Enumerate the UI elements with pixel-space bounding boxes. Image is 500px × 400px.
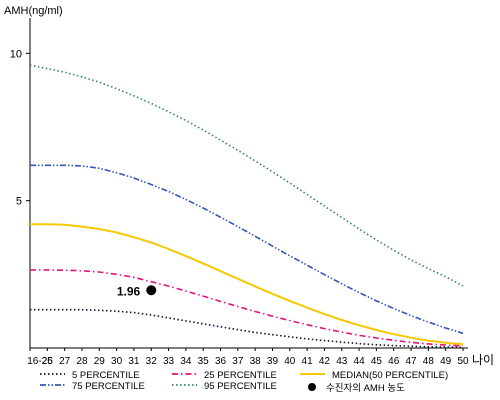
- x-tick-label: 27: [59, 356, 71, 367]
- patient-amh-value-label: 1.96: [117, 284, 141, 298]
- x-tick-label: 42: [319, 356, 331, 367]
- legend-label-2: MEDIAN(50 PERCENTILE): [332, 370, 448, 381]
- legend-point-label: 수진자의 AMH 농도: [326, 383, 405, 394]
- x-tick-label: 41: [302, 356, 314, 367]
- y-tick-label: 10: [10, 48, 22, 60]
- x-tick-label: 38: [250, 356, 262, 367]
- x-tick-label: 16-25: [27, 356, 53, 367]
- y-ticks: 5 10: [10, 48, 30, 208]
- x-tick-label: 43: [336, 356, 348, 367]
- x-tick-label: 33: [163, 356, 175, 367]
- legend-label-3: 75 PERCENTILE: [72, 381, 145, 392]
- x-tick-label: 32: [146, 356, 158, 367]
- series-layer: [29, 64, 464, 349]
- points-layer: 1.96: [117, 284, 157, 298]
- legend-point-marker: [308, 383, 316, 391]
- y-axis-label: AMH(ng/ml): [4, 5, 63, 17]
- x-tick-label: 31: [128, 356, 140, 367]
- legend-label-4: 95 PERCENTILE: [204, 381, 277, 392]
- x-tick-label: 47: [405, 356, 417, 367]
- axes: AMH(ng/ml) 나이: [4, 5, 494, 367]
- series-line-3: [30, 164, 464, 335]
- x-tick-label: 44: [354, 356, 366, 367]
- x-tick-label: 48: [423, 356, 435, 367]
- x-tick-label: 40: [284, 356, 296, 367]
- x-tick-label: 37: [232, 356, 244, 367]
- x-tick-label: 46: [388, 356, 400, 367]
- series-line-2: [30, 223, 464, 346]
- series-line-1: [30, 269, 464, 347]
- y-tick-label: 5: [16, 196, 22, 208]
- legend-label-0: 5 PERCENTILE: [72, 370, 140, 381]
- x-tick-label: 26: [42, 356, 54, 367]
- x-tick-label: 30: [111, 356, 123, 367]
- legend-label-1: 25 PERCENTILE: [204, 370, 277, 381]
- legend: 5 PERCENTILE 25 PERCENTILE MEDIAN(50 PERCE…: [40, 370, 448, 394]
- x-tick-label: 35: [198, 356, 210, 367]
- x-tick-label: 50: [457, 356, 469, 367]
- series-line-4: [29, 64, 464, 287]
- x-axis-label: 나이: [472, 353, 494, 367]
- x-tick-label: 36: [215, 356, 227, 367]
- series-line-0: [30, 308, 464, 349]
- x-tick-label: 39: [267, 356, 279, 367]
- x-tick-label: 28: [76, 356, 88, 367]
- x-tick-label: 45: [371, 356, 383, 367]
- x-tick-label: 29: [94, 356, 106, 367]
- x-tick-label: 49: [440, 356, 452, 367]
- x-tick-label: 34: [180, 356, 192, 367]
- patient-amh-point: [146, 285, 157, 296]
